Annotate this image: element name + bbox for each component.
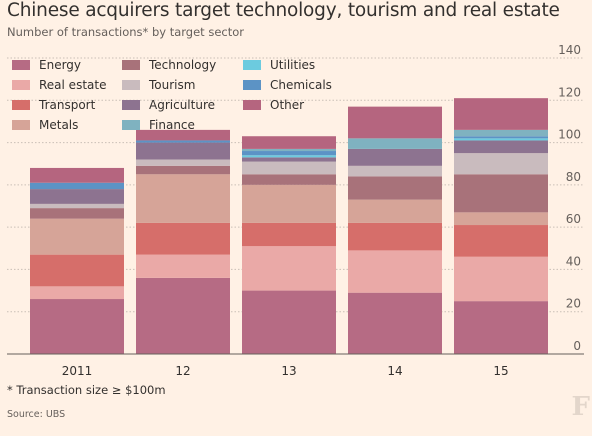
- bar-segment-agriculture: [136, 142, 230, 160]
- bar-segment-agriculture: [30, 189, 124, 204]
- bar-segment-technology: [136, 165, 230, 175]
- bar-segment-chemicals: [30, 182, 124, 190]
- bar-segment-transport: [348, 222, 442, 251]
- y-tick-label: 0: [573, 339, 581, 353]
- bar-segment-metals: [136, 174, 230, 223]
- source-note: Source: UBS: [7, 409, 66, 420]
- legend-label-transport: Transport: [38, 98, 96, 112]
- bar-segment-transport: [454, 225, 548, 257]
- chart-title: Chinese acquirers target technology, tou…: [7, 0, 560, 21]
- bar-segment-metals: [348, 199, 442, 223]
- chart-subtitle: Number of transactions* by target sector: [7, 25, 244, 39]
- bar-segment-real-estate: [136, 254, 230, 278]
- legend-label-energy: Energy: [39, 58, 81, 72]
- legend-swatch-finance: [122, 120, 140, 130]
- legend-label-chemicals: Chemicals: [270, 78, 332, 92]
- legend-label-finance: Finance: [149, 118, 195, 132]
- bar-segment-agriculture: [454, 140, 548, 154]
- bar-segment-metals: [454, 212, 548, 226]
- x-tick-label: 15: [493, 364, 508, 378]
- x-tick-label: 14: [387, 364, 402, 378]
- bar-segment-utilities: [242, 155, 336, 158]
- legend-label-other: Other: [270, 98, 304, 112]
- bar-segment-real-estate: [242, 246, 336, 291]
- bar-segment-transport: [242, 222, 336, 247]
- bar-segment-finance: [242, 148, 336, 152]
- bar-segment-tourism: [348, 165, 442, 177]
- bar-segment-energy: [454, 301, 548, 354]
- bar-segment-energy: [136, 277, 230, 354]
- legend-swatch-tourism: [122, 80, 140, 90]
- bar-segment-agriculture: [348, 148, 442, 166]
- legend-label-metals: Metals: [39, 118, 78, 132]
- bar-segment-metals: [242, 184, 336, 223]
- bar-segment-energy: [30, 299, 124, 354]
- legend-label-real-estate: Real estate: [39, 78, 106, 92]
- bar-segment-chemicals: [136, 140, 230, 143]
- y-tick-label: 20: [566, 297, 581, 311]
- legend-label-technology: Technology: [148, 58, 216, 72]
- bar-segment-technology: [348, 176, 442, 200]
- legend-swatch-utilities: [243, 60, 261, 70]
- bar-segment-real-estate: [348, 250, 442, 293]
- bar-segment-real-estate: [454, 256, 548, 302]
- y-tick-label: 40: [566, 254, 581, 268]
- legend-label-tourism: Tourism: [148, 78, 195, 92]
- legend-swatch-transport: [12, 100, 30, 110]
- bar-segment-tourism: [136, 159, 230, 166]
- legend-swatch-agriculture: [122, 100, 140, 110]
- bar-segment-chemicals: [242, 151, 336, 156]
- legend-swatch-metals: [12, 120, 30, 130]
- legend-swatch-energy: [12, 60, 30, 70]
- bar-segment-utilities: [454, 138, 548, 141]
- bar-segment-energy: [348, 292, 442, 354]
- bar-segment-other: [348, 106, 442, 139]
- bar-segment-chemicals: [454, 136, 548, 139]
- ft-logo: F: [571, 392, 590, 422]
- bar-segment-tourism: [242, 161, 336, 175]
- bar-segment-technology: [30, 208, 124, 219]
- y-tick-label: 120: [558, 85, 581, 99]
- legend-label-agriculture: Agriculture: [149, 98, 215, 112]
- legend-swatch-other: [243, 100, 261, 110]
- bar-segment-tourism: [30, 203, 124, 209]
- y-tick-label: 60: [566, 212, 581, 226]
- bar-segment-other: [454, 98, 548, 130]
- x-tick-label: 2011: [62, 364, 93, 378]
- bar-segment-transport: [30, 254, 124, 287]
- y-tick-label: 100: [558, 128, 581, 142]
- bar-segment-agriculture: [242, 157, 336, 162]
- legend-label-utilities: Utilities: [270, 58, 315, 72]
- bar-segment-other: [242, 136, 336, 149]
- bar-segment-metals: [30, 218, 124, 255]
- legend-swatch-technology: [122, 60, 140, 70]
- legend-swatch-chemicals: [243, 80, 261, 90]
- y-tick-label: 140: [558, 43, 581, 57]
- y-tick-label: 80: [566, 170, 581, 184]
- bar-segment-other: [136, 129, 230, 141]
- bar-segment-finance: [454, 129, 548, 137]
- bar-segment-energy: [242, 290, 336, 354]
- footnote: * Transaction size ≥ $100m: [7, 383, 166, 397]
- x-tick-label: 13: [281, 364, 296, 378]
- bar-segment-finance: [348, 138, 442, 149]
- x-tick-label: 12: [175, 364, 190, 378]
- bar-segment-technology: [242, 174, 336, 185]
- bar-segment-transport: [136, 222, 230, 255]
- legend-swatch-real-estate: [12, 80, 30, 90]
- bar-segment-other: [30, 167, 124, 183]
- bar-segment-real-estate: [30, 286, 124, 300]
- bar-segment-tourism: [454, 153, 548, 175]
- bar-segment-technology: [454, 174, 548, 213]
